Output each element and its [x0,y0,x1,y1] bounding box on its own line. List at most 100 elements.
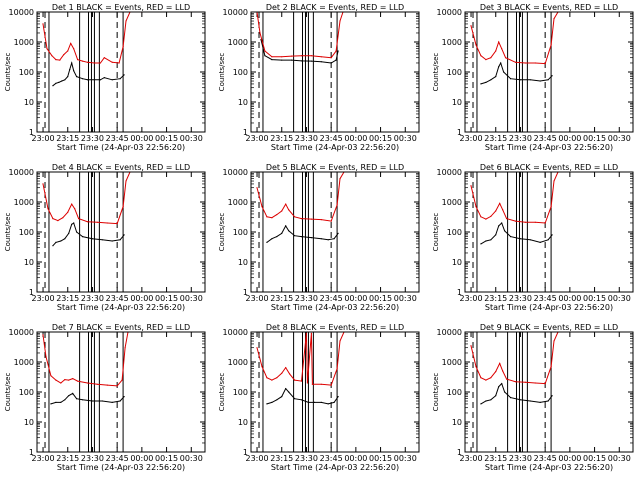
data-point-events [501,222,503,224]
data-point-lld [116,385,118,387]
data-point-lld [320,219,322,221]
y-axis-label: Counts/sec [432,373,440,412]
data-point-lld [86,382,89,384]
data-point-events [495,395,497,397]
y-tick-label: 1 [243,288,248,297]
data-point-lld [266,377,268,379]
data-point-events [60,401,62,403]
y-axis-label: Counts/sec [432,53,440,92]
data-point-lld [55,379,57,381]
x-tick-label: 00:15 [155,134,178,143]
x-tick-label: 23:45 [320,454,343,463]
y-tick-label: 1000 [228,198,248,207]
data-point-lld [51,55,53,57]
data-point-lld [475,206,477,208]
data-point-lld [330,220,332,222]
x-tick-label: 00:00 [130,134,153,143]
data-point-lld [514,220,517,222]
data-point-events [271,401,273,403]
data-point-events [300,399,303,401]
data-point-events [495,76,497,78]
data-point-lld [271,217,273,219]
data-point-lld [495,371,497,373]
data-point-lld [285,203,287,205]
data-point-lld [550,206,552,208]
data-point-events [276,236,278,238]
data-point-events [539,401,541,403]
data-point-lld [300,55,303,57]
data-point-lld [330,384,332,386]
data-point-lld [52,218,54,220]
x-tick-label: 23:30 [81,134,104,143]
plot-area [470,172,559,292]
data-point-events [480,243,482,245]
data-point-lld [77,59,79,61]
y-axis-label: Counts/sec [218,213,226,252]
data-point-events [123,234,125,236]
data-point-lld [501,48,503,50]
data-point-events [52,245,54,247]
x-tick-label: 23:45 [106,294,129,303]
data-point-lld [57,220,59,222]
data-point-events [68,395,70,397]
series-line-events [52,222,125,247]
x-tick-label: 23:00 [460,294,483,303]
x-tick-label: 00:15 [583,294,606,303]
x-tick-label: 23:45 [534,454,557,463]
data-point-events [503,71,505,73]
data-point-lld [553,180,555,182]
data-point-lld [475,366,477,368]
y-tick-label: 100 [233,68,248,77]
y-tick-label: 10000 [437,168,462,177]
data-point-lld [271,56,273,58]
data-point-lld [86,221,89,223]
data-point-events [64,238,66,240]
panel-det-7: Det 7 BLACK = Events, RED = LLD 1 10 100 100… [4,323,206,472]
x-tick-label: 00:30 [394,294,417,303]
data-point-lld [46,48,48,50]
x-tick-label: 00:30 [608,294,631,303]
x-tick-label: 00:15 [583,454,606,463]
data-point-lld [480,377,482,379]
panel-title: Det 3 BLACK = Events, RED = LLD [480,3,618,12]
y-tick-label: 1000 [442,358,462,367]
data-point-events [495,234,497,236]
data-point-events [73,222,75,224]
data-point-lld [485,59,487,61]
plot-frame [36,331,206,453]
y-tick-label: 100 [19,68,34,77]
data-point-lld [99,62,101,64]
series-line-lld [470,332,559,385]
y-tick-label: 10000 [9,168,34,177]
data-point-events [61,80,63,82]
data-point-lld [291,55,293,57]
data-point-lld [505,57,507,59]
data-point-events [123,74,125,76]
data-point-events [337,232,339,234]
data-point-lld [82,60,84,62]
data-point-events [288,391,290,393]
x-tick-label: 00:15 [369,294,392,303]
data-point-events [266,241,268,243]
x-tick-label: 00:15 [155,294,178,303]
data-point-lld [336,204,338,206]
x-tick-label: 23:30 [509,454,532,463]
data-point-events [547,239,549,241]
data-point-events [55,82,57,84]
data-point-lld [106,222,108,224]
data-point-lld [68,379,70,381]
panel-title: Det 9 BLACK = Events, RED = LLD [480,323,618,332]
data-point-lld [86,61,89,63]
data-point-events [76,231,78,233]
data-point-lld [310,55,312,57]
data-point-events [82,399,84,401]
data-point-events [327,239,329,241]
x-axis-label: Start Time (24-Apr-03 22:56:20) [271,303,399,312]
x-tick-label: 23:15 [484,294,507,303]
data-point-lld [261,206,263,208]
data-point-lld [73,48,75,50]
data-point-lld [266,216,268,218]
x-tick-label: 23:00 [32,134,55,143]
